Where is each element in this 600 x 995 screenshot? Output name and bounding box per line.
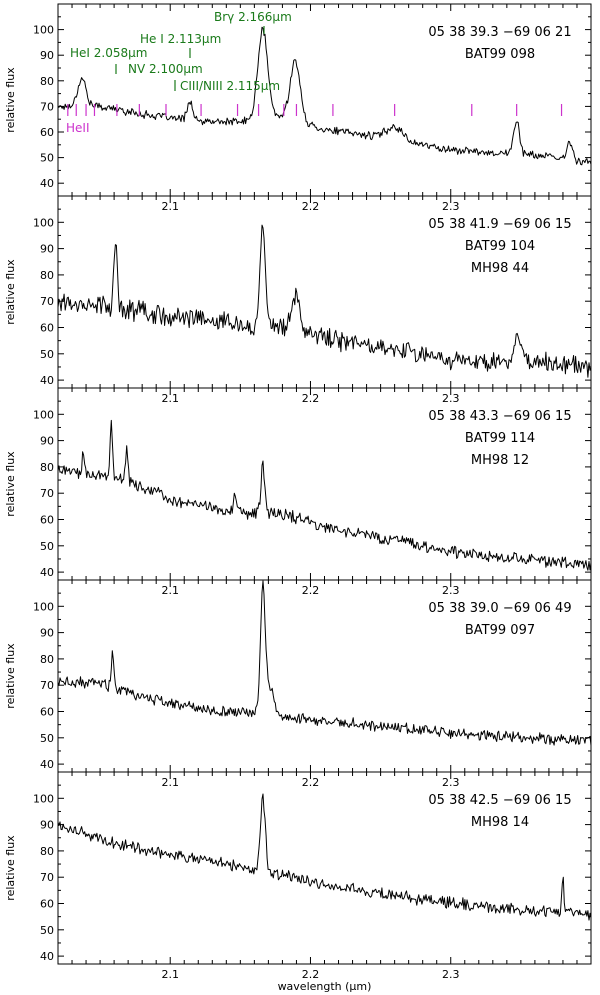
line-id-label: CIII/NIII 2.115μm xyxy=(180,79,280,93)
x-tick-label: 2.1 xyxy=(161,200,179,213)
panel-annotation: BAT99 114 xyxy=(465,431,535,446)
spectrum-line xyxy=(57,224,592,378)
y-tick-label: 80 xyxy=(40,75,54,88)
y-tick-label: 90 xyxy=(40,49,54,62)
y-tick-label: 60 xyxy=(40,126,54,139)
y-tick-label: 100 xyxy=(33,216,54,229)
spectrum-line xyxy=(57,793,592,921)
y-tick-label: 70 xyxy=(40,295,54,308)
spectrum-panel-2: 40 50 60 70 80 90 100 2.1 2.2 2.3 relative flux 05 … xyxy=(4,195,592,405)
y-tick-label: 80 xyxy=(40,461,54,474)
y-tick-label: 40 xyxy=(40,177,54,190)
y-tick-label: 60 xyxy=(40,514,54,527)
y-tick-label: 60 xyxy=(40,706,54,719)
y-axis-label: relative flux xyxy=(4,643,17,709)
line-id-label: NV 2.100μm xyxy=(128,62,203,76)
x-tick-label: 2.1 xyxy=(161,968,179,981)
y-tick-label: 40 xyxy=(40,566,54,579)
y-axis-label: relative flux xyxy=(4,259,17,325)
x-tick-label: 2.3 xyxy=(442,776,460,789)
x-tick-label: 2.2 xyxy=(302,584,320,597)
spectrum-panel-3: 40 50 60 70 80 90 100 2.1 2.2 2.3 relative flux 05 … xyxy=(4,387,592,597)
y-tick-label: 90 xyxy=(40,435,54,448)
x-tick-label: 2.1 xyxy=(161,776,179,789)
y-tick-label: 50 xyxy=(40,924,54,937)
y-tick-label: 80 xyxy=(40,845,54,858)
x-axis-label: wavelength (μm) xyxy=(278,980,372,993)
y-tick-label: 40 xyxy=(40,758,54,771)
x-tick-label: 2.2 xyxy=(302,776,320,789)
y-tick-label: 90 xyxy=(40,819,54,832)
y-tick-label: 90 xyxy=(40,243,54,256)
y-tick-label: 100 xyxy=(33,408,54,421)
panel-annotation: 05 38 39.0 −69 06 49 xyxy=(428,601,571,616)
y-tick-label: 60 xyxy=(40,898,54,911)
line-id-label: HeI 2.058μm xyxy=(70,46,147,60)
y-tick-label: 70 xyxy=(40,679,54,692)
y-axis-label: relative flux xyxy=(4,835,17,901)
y-tick-label: 70 xyxy=(40,871,54,884)
panel-annotation: MH98 44 xyxy=(471,261,529,276)
y-tick-label: 50 xyxy=(40,348,54,361)
x-tick-label: 2.3 xyxy=(442,584,460,597)
y-tick-label: 70 xyxy=(40,487,54,500)
y-tick-label: 40 xyxy=(40,950,54,963)
x-tick-label: 2.3 xyxy=(442,392,460,405)
line-id-label: Brγ 2.166μm xyxy=(214,10,292,24)
y-tick-label: 60 xyxy=(40,322,54,335)
panel-annotation: 05 38 39.3 −69 06 21 xyxy=(428,25,571,40)
spectrum-line xyxy=(57,26,592,166)
panel-annotation: BAT99 098 xyxy=(465,47,535,62)
x-tick-label: 2.2 xyxy=(302,392,320,405)
y-tick-label: 50 xyxy=(40,540,54,553)
y-axis-label: relative flux xyxy=(4,451,17,517)
y-tick-label: 100 xyxy=(33,792,54,805)
panel-annotation: MH98 12 xyxy=(471,453,529,468)
y-tick-label: 50 xyxy=(40,152,54,165)
x-tick-label: 2.1 xyxy=(161,392,179,405)
panel-annotation: 05 38 41.9 −69 06 15 xyxy=(428,217,571,232)
line-id-label: He I 2.113μm xyxy=(140,32,221,46)
y-tick-label: 70 xyxy=(40,100,54,113)
x-tick-label: 2.2 xyxy=(302,968,320,981)
y-tick-label: 50 xyxy=(40,732,54,745)
spectrum-panel-1: 40 50 60 70 80 90 100 2.1 2.2 2.3 relative flux 05 … xyxy=(4,3,592,213)
spectrum-line xyxy=(57,419,592,571)
x-tick-label: 2.2 xyxy=(302,200,320,213)
panel-annotation: MH98 14 xyxy=(471,815,529,830)
y-tick-label: 100 xyxy=(33,600,54,613)
y-tick-label: 80 xyxy=(40,269,54,282)
y-tick-label: 100 xyxy=(33,24,54,37)
y-tick-label: 80 xyxy=(40,653,54,666)
spectrum-panel-5: 40 50 60 70 80 90 100 2.1 2.2 2.3 relative flux wav… xyxy=(4,771,592,993)
x-tick-label: 2.3 xyxy=(442,968,460,981)
heii-label: HeII xyxy=(66,121,89,135)
y-tick-label: 40 xyxy=(40,374,54,387)
spectrum-panel-4: 40 50 60 70 80 90 100 2.1 2.2 2.3 relative flux 05 … xyxy=(4,579,592,789)
x-tick-label: 2.3 xyxy=(442,200,460,213)
y-axis-label: relative flux xyxy=(4,67,17,133)
panel-annotation: 05 38 42.5 −69 06 15 xyxy=(428,793,571,808)
panel-annotation: BAT99 097 xyxy=(465,623,535,638)
spectrum-line xyxy=(57,580,592,746)
panel-annotation: BAT99 104 xyxy=(465,239,535,254)
x-tick-label: 2.1 xyxy=(161,584,179,597)
y-tick-label: 90 xyxy=(40,627,54,640)
panel-annotation: 05 38 43.3 −69 06 15 xyxy=(428,409,571,424)
